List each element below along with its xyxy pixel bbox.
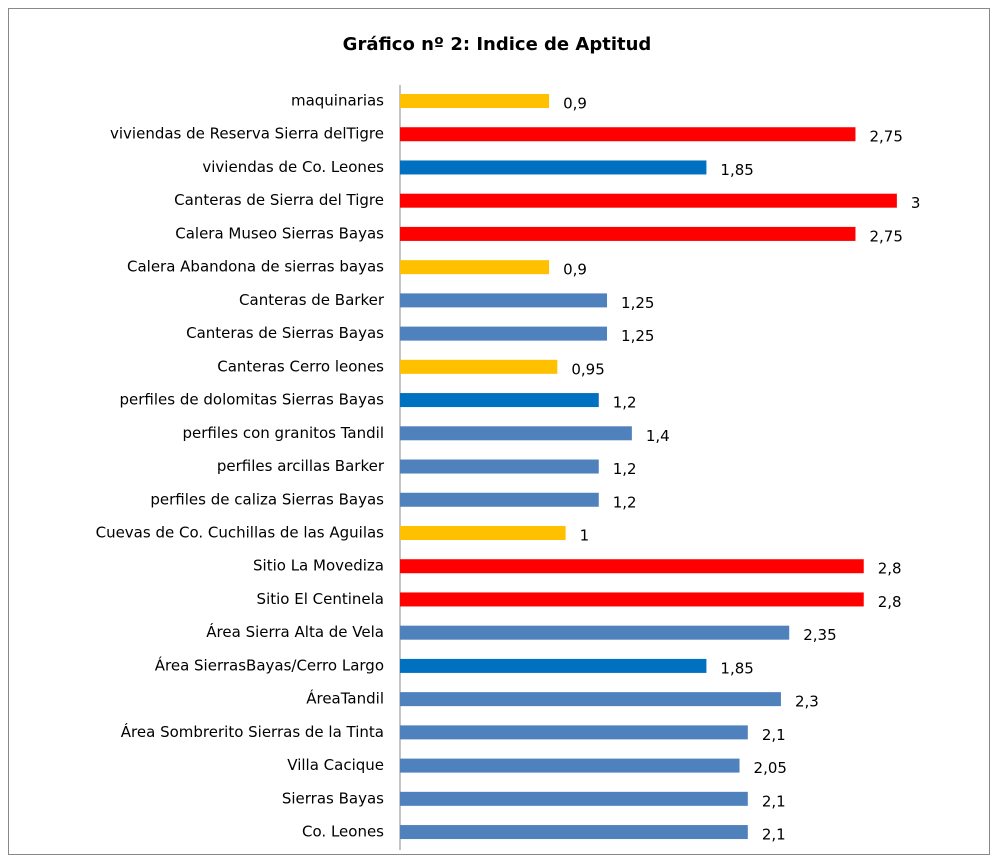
bar xyxy=(400,359,558,374)
y-tick-label: Área Sombrerito Sierras de la Tinta xyxy=(121,722,384,741)
data-label: 1,85 xyxy=(720,161,753,179)
bar xyxy=(400,226,856,241)
y-tick-label: Canteras de Sierra del Tigre xyxy=(174,191,384,209)
chart-title: Gráfico nº 2: Indice de Aptitud xyxy=(343,34,652,55)
y-tick-label: Sitio La Movediza xyxy=(253,557,384,575)
y-tick-label: viviendas de Reserva Sierra delTigre xyxy=(110,125,384,143)
data-label: 1,85 xyxy=(720,659,753,677)
y-tick-label: perfiles arcillas Barker xyxy=(217,457,385,475)
data-label: 2,05 xyxy=(754,759,787,777)
bar xyxy=(400,193,897,208)
bar xyxy=(400,825,748,840)
bar xyxy=(400,625,790,640)
y-tick-label: Calera Museo Sierras Bayas xyxy=(175,224,384,242)
data-label: 1,4 xyxy=(646,427,670,445)
bar xyxy=(400,127,856,142)
y-tick-label: Sitio El Centinela xyxy=(257,590,384,608)
bar xyxy=(400,293,608,308)
y-tick-label: Canteras Cerro leones xyxy=(217,357,384,375)
y-tick-label: Área Sierra Alta de Vela xyxy=(206,622,384,641)
y-tick-label: perfiles de dolomitas Sierras Bayas xyxy=(120,391,385,409)
y-tick-label: Sierras Bayas xyxy=(282,789,384,807)
data-label: 1,25 xyxy=(621,327,654,345)
y-tick-label: maquinarias xyxy=(291,92,384,110)
bar xyxy=(400,525,566,540)
y-tick-label: Canteras de Barker xyxy=(239,291,385,309)
bar xyxy=(400,758,740,773)
y-tick-label: Área SierrasBayas/Cerro Largo xyxy=(155,655,384,674)
data-label: 1,2 xyxy=(613,493,637,511)
bar xyxy=(400,692,781,707)
data-label: 2,3 xyxy=(795,693,819,711)
data-label: 2,1 xyxy=(762,826,786,844)
y-tick-label: Co. Leones xyxy=(302,823,384,841)
bar xyxy=(400,260,550,275)
bar xyxy=(400,658,707,673)
bar xyxy=(400,592,864,607)
data-label: 2,1 xyxy=(762,726,786,744)
data-label: 2,8 xyxy=(878,593,902,611)
y-tick-label: perfiles con granitos Tandil xyxy=(183,424,384,442)
data-label: 2,75 xyxy=(869,128,902,146)
data-label: 1 xyxy=(580,526,590,544)
data-label: 1,2 xyxy=(613,394,637,412)
data-label: 1,25 xyxy=(621,294,654,312)
y-tick-label: Villa Cacique xyxy=(287,756,384,774)
data-label: 2,8 xyxy=(878,560,902,578)
data-label: 0,9 xyxy=(563,95,587,113)
y-tick-label: ÁreaTandil xyxy=(306,689,384,708)
data-label: 3 xyxy=(911,194,921,212)
y-tick-label: Canteras de Sierras Bayas xyxy=(186,324,384,342)
bar xyxy=(400,160,707,175)
y-tick-label: Calera Abandona de sierras bayas xyxy=(127,258,384,276)
bar xyxy=(400,326,608,341)
y-tick-label: perfiles de caliza Sierras Bayas xyxy=(150,490,384,508)
data-label: 1,2 xyxy=(613,460,637,478)
bar xyxy=(400,94,550,108)
bar xyxy=(400,725,748,740)
bar xyxy=(400,791,748,806)
data-label: 2,75 xyxy=(869,227,902,245)
bar xyxy=(400,492,599,507)
bar xyxy=(400,459,599,474)
data-label: 2,35 xyxy=(803,626,836,644)
bar xyxy=(400,426,632,441)
bar xyxy=(400,559,864,574)
data-label: 0,9 xyxy=(563,261,587,279)
y-tick-label: Cuevas de Co. Cuchillas de las Aguilas xyxy=(96,523,385,541)
bar xyxy=(400,393,599,408)
y-tick-label: viviendas de Co. Leones xyxy=(202,158,384,176)
data-label: 0,95 xyxy=(571,360,604,378)
data-label: 2,1 xyxy=(762,792,786,810)
